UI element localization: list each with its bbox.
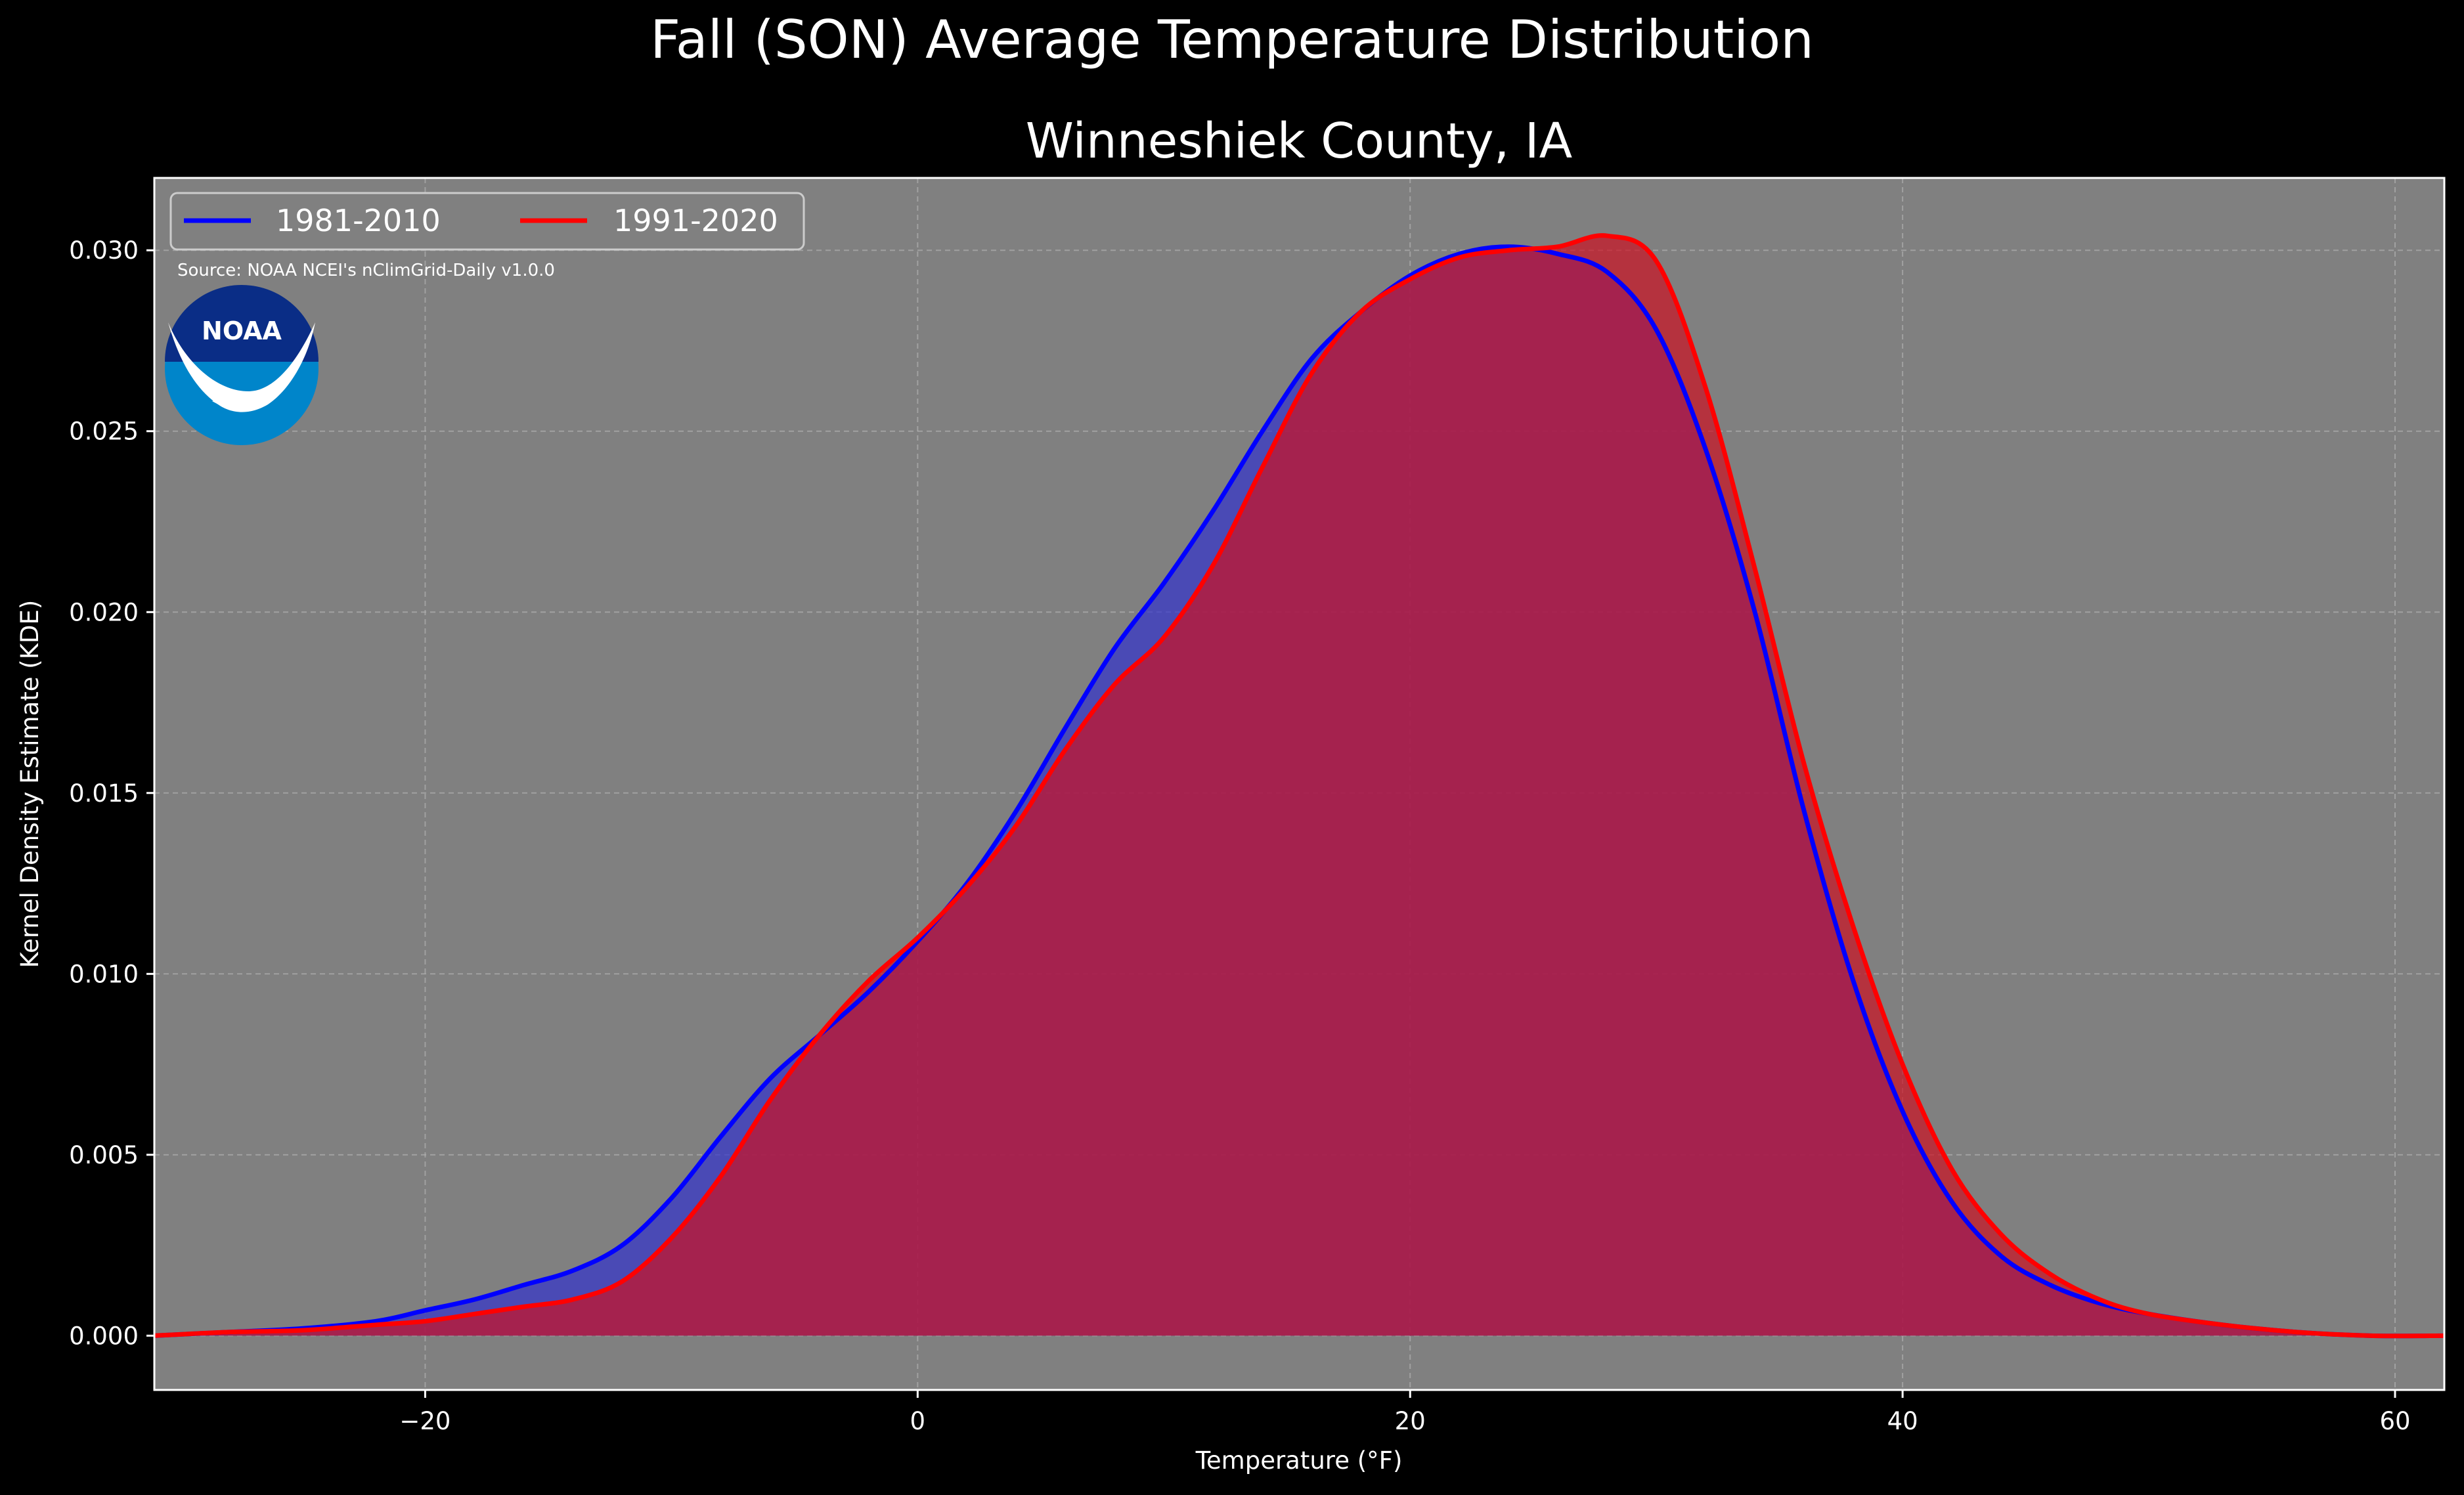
legend-box bbox=[169, 192, 805, 251]
legend-label-1981-2010: 1981-2010 bbox=[276, 203, 441, 238]
plot-frame bbox=[153, 177, 2446, 1391]
density-line-1991-2020 bbox=[154, 233, 2445, 1339]
y-tick-label: 0.000 bbox=[69, 1322, 139, 1350]
plot-area bbox=[153, 177, 2446, 1391]
svg-text:NOAA: NOAA bbox=[202, 316, 282, 345]
y-tick-label: 0.005 bbox=[69, 1141, 139, 1169]
x-axis-ticks: −20 0 20 40 60 bbox=[399, 1390, 2411, 1435]
x-tick-label: 60 bbox=[2379, 1407, 2410, 1435]
y-tick-label: 0.015 bbox=[69, 779, 139, 808]
density-line-1981-2010 bbox=[154, 244, 2445, 1339]
x-axis-label: Temperature (°F) bbox=[1195, 1446, 1403, 1475]
y-tick-label: 0.030 bbox=[69, 236, 139, 265]
y-axis-ticks: 0.000 0.005 0.010 0.015 0.020 0.025 0.030 bbox=[69, 236, 154, 1350]
y-tick-label: 0.010 bbox=[69, 960, 139, 988]
density-lines bbox=[154, 233, 2445, 1339]
chart-subtitle: Winneshiek County, IA bbox=[1026, 113, 1573, 169]
legend: 1981-2010 1991-2020 bbox=[169, 192, 805, 251]
x-tick-label: −20 bbox=[399, 1407, 451, 1435]
source-note: Source: NOAA NCEI's nClimGrid-Daily v1.0… bbox=[177, 261, 555, 280]
x-tick-label: 0 bbox=[910, 1407, 926, 1435]
y-axis-label: Kernel Density Estimate (KDE) bbox=[16, 600, 44, 968]
x-tick-label: 20 bbox=[1395, 1407, 1426, 1435]
noaa-logo: NOAA bbox=[165, 285, 319, 445]
chart-suptitle: Fall (SON) Average Temperature Distribut… bbox=[650, 9, 1814, 70]
legend-label-1991-2020: 1991-2020 bbox=[613, 203, 778, 238]
y-tick-label: 0.020 bbox=[69, 598, 139, 626]
y-tick-label: 0.025 bbox=[69, 418, 139, 446]
density-fill-1991-2020 bbox=[154, 235, 2444, 1336]
x-tick-label: 40 bbox=[1887, 1407, 1918, 1435]
density-fills bbox=[154, 235, 2444, 1336]
